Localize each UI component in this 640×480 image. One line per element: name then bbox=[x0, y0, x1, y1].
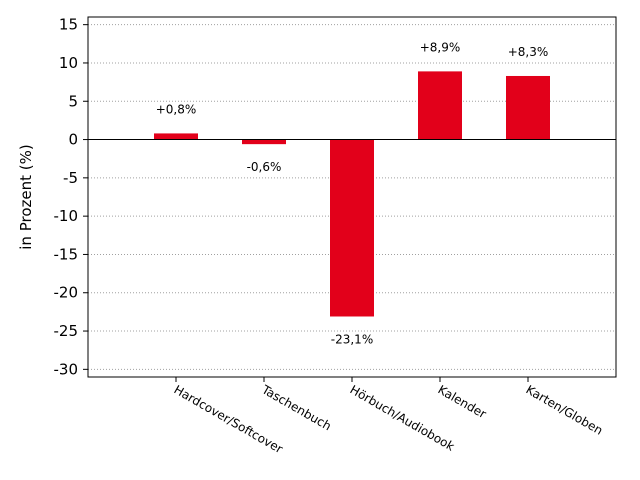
bars bbox=[154, 71, 550, 317]
y-tick-label: -15 bbox=[54, 245, 79, 263]
y-tick-label: -20 bbox=[54, 284, 79, 302]
y-tick-label: 0 bbox=[68, 131, 78, 149]
bar bbox=[506, 75, 550, 140]
y-tick-label: -25 bbox=[54, 322, 79, 340]
x-tick-label: Kalender bbox=[436, 382, 489, 421]
data-label: -0,6% bbox=[247, 160, 282, 174]
data-label: +0,8% bbox=[156, 102, 197, 116]
y-tick-label: -30 bbox=[54, 360, 79, 378]
data-labels: +0,8% -0,6% -23,1% +8,9% +8,3% bbox=[156, 40, 549, 346]
data-label: +8,9% bbox=[420, 40, 461, 54]
y-axis-label: in Prozent (%) bbox=[17, 144, 35, 249]
y-tick-label: 10 bbox=[59, 54, 78, 72]
y-tick-label: -10 bbox=[54, 207, 79, 225]
bar bbox=[154, 133, 198, 140]
data-label: +8,3% bbox=[508, 45, 549, 59]
y-tick-label: 15 bbox=[59, 16, 78, 34]
y-tick-label: -5 bbox=[63, 169, 78, 187]
bar bbox=[418, 71, 462, 140]
x-tick-label: Karten/Globen bbox=[524, 382, 606, 437]
y-tick-label: 5 bbox=[68, 92, 78, 110]
y-axis-ticks: 15 10 5 0 -5 -10 -15 -20 -25 -30 bbox=[54, 16, 88, 378]
x-tick-label: Taschenbuch bbox=[259, 382, 334, 433]
bar bbox=[242, 139, 286, 145]
bar bbox=[330, 139, 374, 317]
data-label: -23,1% bbox=[331, 332, 373, 346]
